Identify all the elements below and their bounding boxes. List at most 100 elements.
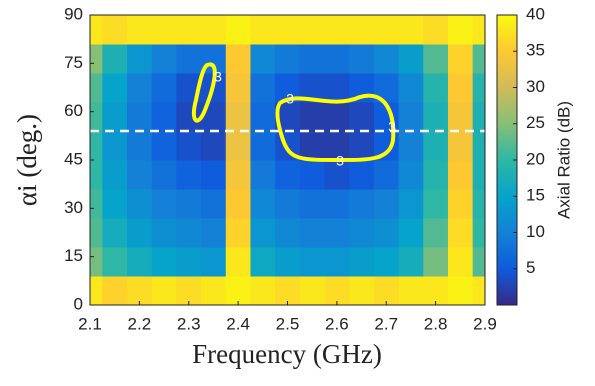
heat-cell <box>90 73 103 103</box>
heat-cell <box>102 44 128 74</box>
heat-cell <box>349 218 375 248</box>
heat-cell <box>423 102 449 132</box>
heat-cell <box>201 218 227 248</box>
heat-cell <box>447 218 474 248</box>
colorbar-label: Axial Ratio (dB) <box>554 101 573 219</box>
heat-cell <box>373 247 400 277</box>
heat-cell <box>225 73 251 103</box>
heat-cell <box>127 276 153 305</box>
heat-cell <box>90 44 103 74</box>
heat-cell <box>151 218 177 248</box>
heat-cell <box>299 44 326 74</box>
heat-cell <box>299 131 326 161</box>
heat-cell <box>324 44 350 74</box>
heat-cell <box>151 131 177 161</box>
heatmap <box>90 15 485 305</box>
y-tick-label: 30 <box>64 198 83 217</box>
heat-cell <box>151 276 177 305</box>
heat-cell <box>447 189 474 219</box>
contour-line <box>191 62 217 123</box>
heat-cell <box>472 247 485 277</box>
heat-cell <box>250 15 276 45</box>
heat-cell <box>373 160 400 190</box>
y-tick-label: 15 <box>64 246 83 265</box>
heat-cell <box>324 276 350 305</box>
heat-cell <box>127 189 153 219</box>
heat-cell <box>102 15 128 45</box>
colorbar-tick-label: 30 <box>526 77 545 96</box>
heat-cell <box>398 102 424 132</box>
heat-cell <box>324 131 350 161</box>
heat-cell <box>176 15 202 45</box>
heat-cell <box>151 102 177 132</box>
heat-cell <box>299 247 326 277</box>
heat-cell <box>225 247 251 277</box>
heat-cell <box>349 276 375 305</box>
heat-cell <box>349 247 375 277</box>
contour-label: 3 <box>336 153 344 169</box>
x-tick-label: 2.8 <box>424 314 448 333</box>
heat-cell <box>176 44 202 74</box>
heat-cell <box>275 189 301 219</box>
colorbar-tick-label: 10 <box>526 222 545 241</box>
heat-cell <box>472 218 485 248</box>
heat-cell <box>250 247 276 277</box>
y-tick-label: 0 <box>74 294 83 313</box>
heat-cell <box>176 102 202 132</box>
heat-cell <box>102 247 128 277</box>
colorbar-tick-label: 5 <box>526 258 535 277</box>
heat-cell <box>324 189 350 219</box>
heat-cell <box>398 131 424 161</box>
x-tick-label: 2.3 <box>177 314 201 333</box>
heat-cell <box>102 276 128 305</box>
heat-cell <box>90 218 103 248</box>
heat-cell <box>423 276 449 305</box>
heat-cell <box>472 276 485 305</box>
heat-cell <box>373 189 400 219</box>
heat-cell <box>250 160 276 190</box>
heat-cell <box>472 131 485 161</box>
x-tick-label: 2.2 <box>128 314 152 333</box>
heat-cell <box>373 15 400 45</box>
heat-cell <box>225 189 251 219</box>
heat-cell <box>250 44 276 74</box>
heat-cell <box>250 102 276 132</box>
heat-cell <box>127 73 153 103</box>
heat-cell <box>299 160 326 190</box>
heat-cell <box>447 44 474 74</box>
heat-cell <box>447 247 474 277</box>
heat-cell <box>102 160 128 190</box>
heat-cell <box>250 189 276 219</box>
colorbar-tick-label: 35 <box>526 41 545 60</box>
heat-cell <box>102 102 128 132</box>
heat-cell <box>176 218 202 248</box>
heat-cell <box>250 73 276 103</box>
heat-cell <box>225 276 251 305</box>
heat-cell <box>324 160 350 190</box>
heat-cell <box>201 276 227 305</box>
heat-cell <box>275 160 301 190</box>
heat-cell <box>201 131 227 161</box>
heat-cell <box>225 102 251 132</box>
heat-cell <box>250 131 276 161</box>
heat-cell <box>127 15 153 45</box>
heat-cell <box>423 160 449 190</box>
heat-cell <box>299 102 326 132</box>
heat-cell <box>398 189 424 219</box>
heat-cell <box>275 276 301 305</box>
y-tick-label: 60 <box>64 101 83 120</box>
heat-cell <box>349 15 375 45</box>
x-tick-label: 2.7 <box>374 314 398 333</box>
heat-cell <box>324 247 350 277</box>
heat-cell <box>176 160 202 190</box>
heat-cell <box>90 160 103 190</box>
heat-cell <box>102 218 128 248</box>
heat-cell <box>373 44 400 74</box>
heat-cell <box>324 73 350 103</box>
contour-label: 3 <box>286 91 294 107</box>
x-tick-label: 2.6 <box>325 314 349 333</box>
heat-cell <box>324 218 350 248</box>
heat-cell <box>398 218 424 248</box>
colorbar-tick-label: 20 <box>526 149 545 168</box>
heat-cell <box>127 247 153 277</box>
